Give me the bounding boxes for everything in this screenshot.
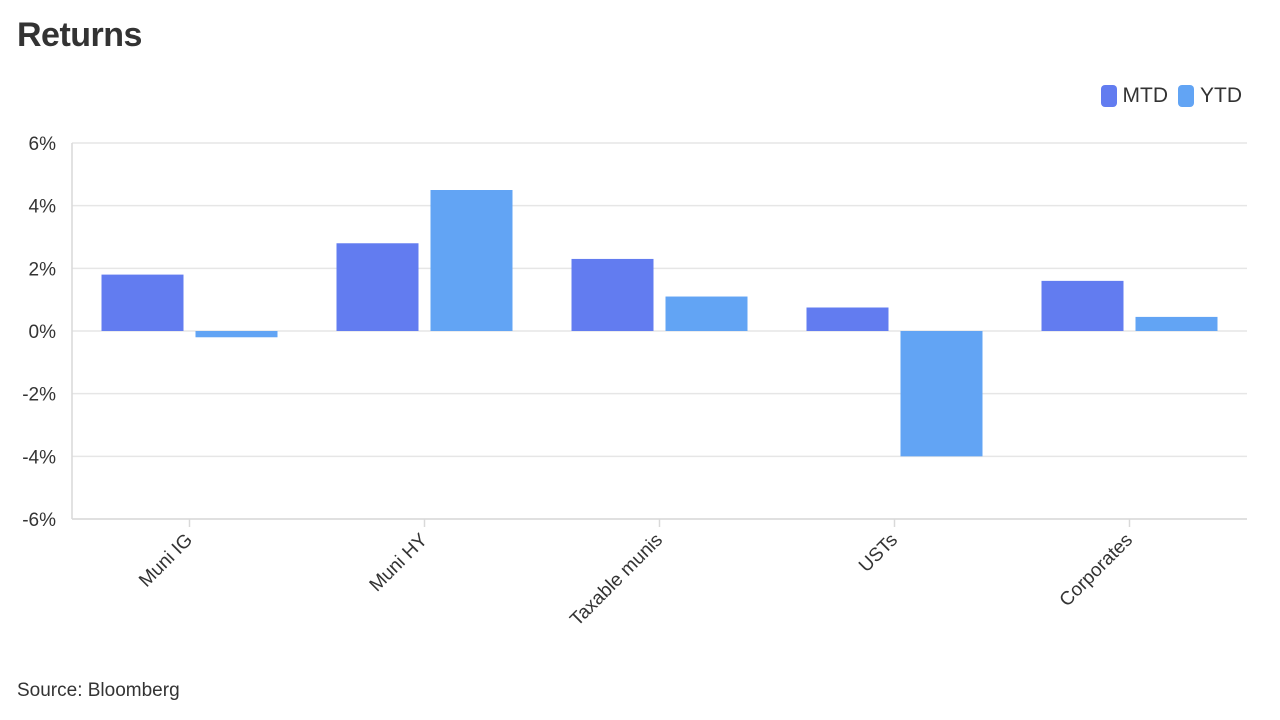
source-note: Source: Bloomberg	[17, 680, 180, 701]
y-tick-label: 0%	[29, 322, 57, 343]
x-category-label: Corporates	[1056, 530, 1137, 611]
bar-mtd-muni-hy	[336, 243, 419, 331]
y-tick-label: 6%	[29, 134, 57, 155]
y-tick-label: -4%	[22, 447, 56, 468]
legend-swatch-ytd	[1178, 85, 1194, 107]
y-tick-label: 2%	[29, 259, 57, 280]
bar-mtd-usts	[806, 307, 889, 331]
legend: MTD YTD	[1100, 84, 1242, 108]
legend-swatch-mtd	[1100, 85, 1117, 107]
y-tick-label: -2%	[22, 385, 56, 406]
bar-ytd-muni-hy	[430, 190, 513, 331]
y-tick-label: 4%	[29, 197, 57, 218]
bar-mtd-taxable-munis	[571, 258, 654, 331]
legend-item-mtd[interactable]: MTD	[1100, 84, 1169, 108]
legend-label-mtd: MTD	[1122, 84, 1169, 107]
x-category-label: USTs	[855, 530, 902, 577]
bar-mtd-muni-ig	[101, 274, 184, 331]
y-tick-label: -6%	[22, 510, 56, 531]
chart-title: Returns	[17, 16, 142, 54]
x-category-label: Muni IG	[135, 530, 197, 592]
x-category-label: Taxable munis	[566, 530, 667, 631]
legend-item-ytd[interactable]: YTD	[1178, 84, 1242, 108]
bar-ytd-taxable-munis	[665, 296, 748, 331]
bar-mtd-corporates	[1041, 280, 1124, 331]
bar-ytd-muni-ig	[195, 331, 278, 338]
legend-label-ytd: YTD	[1200, 84, 1242, 107]
bar-ytd-corporates	[1135, 316, 1218, 331]
x-category-label: Muni HY	[366, 529, 433, 596]
bar-ytd-usts	[900, 331, 983, 457]
